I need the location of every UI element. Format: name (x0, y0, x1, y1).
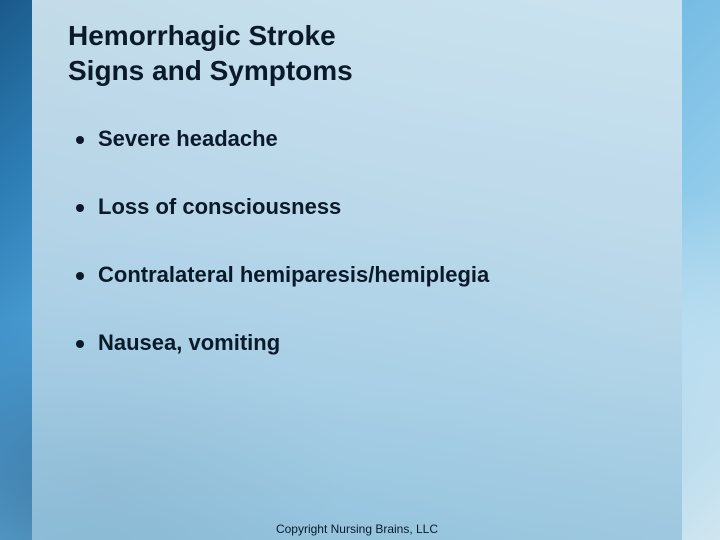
bullet-icon (76, 136, 84, 144)
copyright-footer: Copyright Nursing Brains, LLC (32, 522, 682, 536)
bullet-list: Severe headache Loss of consciousness Co… (68, 126, 646, 356)
content-panel: Hemorrhagic Stroke Signs and Symptoms Se… (32, 0, 682, 540)
bullet-icon (76, 340, 84, 348)
list-item: Severe headache (76, 126, 646, 152)
list-item: Nausea, vomiting (76, 330, 646, 356)
list-item: Contralateral hemiparesis/hemiplegia (76, 262, 646, 288)
bullet-icon (76, 272, 84, 280)
bullet-text: Contralateral hemiparesis/hemiplegia (98, 262, 489, 288)
slide-title: Hemorrhagic Stroke Signs and Symptoms (68, 18, 646, 88)
bullet-text: Severe headache (98, 126, 278, 152)
bullet-text: Nausea, vomiting (98, 330, 280, 356)
slide: Hemorrhagic Stroke Signs and Symptoms Se… (0, 0, 720, 540)
list-item: Loss of consciousness (76, 194, 646, 220)
bullet-text: Loss of consciousness (98, 194, 341, 220)
title-line-2: Signs and Symptoms (68, 53, 646, 88)
bullet-icon (76, 204, 84, 212)
title-line-1: Hemorrhagic Stroke (68, 18, 646, 53)
